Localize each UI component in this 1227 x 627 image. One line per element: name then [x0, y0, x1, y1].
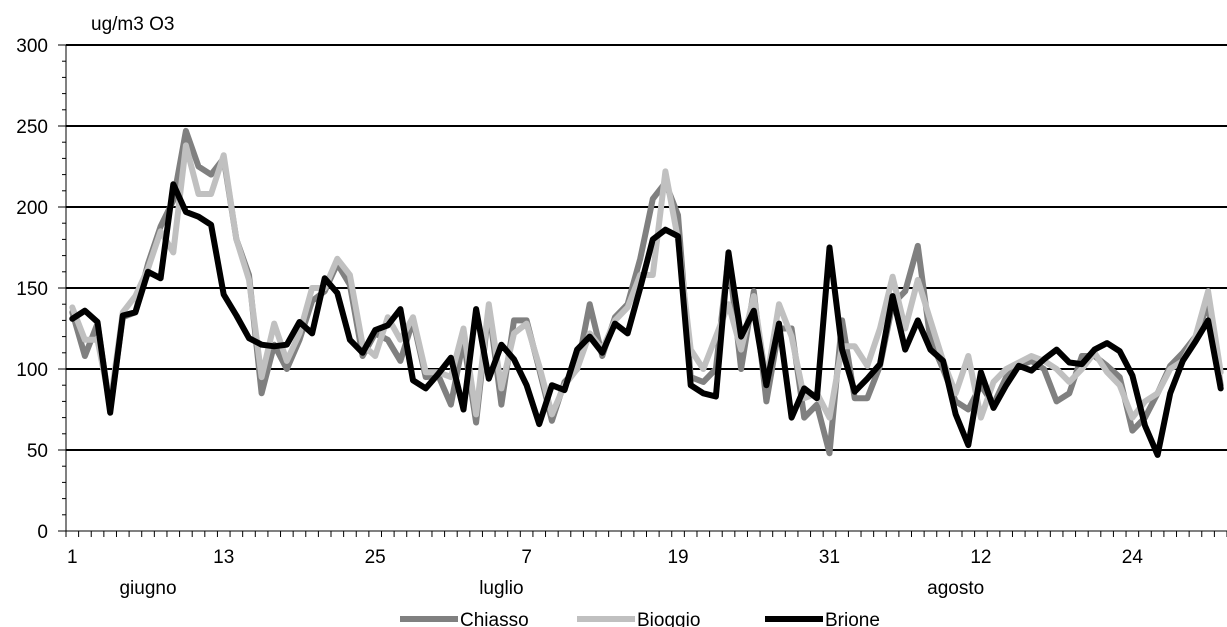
y-tick-label: 250 — [16, 117, 48, 138]
y-axis-tick-labels: 0 50 100 150 200 250 300 — [16, 36, 48, 543]
x-tick-label: 24 — [1122, 547, 1144, 568]
month-label: giugno — [119, 578, 176, 599]
y-tick-label: 50 — [27, 441, 48, 462]
y-tick-label: 150 — [16, 279, 48, 300]
y-axis-ticks — [58, 44, 66, 532]
y-tick-label: 0 — [37, 522, 48, 543]
legend: Chiasso Bioggio Brione — [400, 610, 880, 627]
legend-label-brione: Brione — [825, 610, 880, 627]
x-tick-label: 19 — [667, 547, 688, 568]
x-tick-label: 13 — [213, 547, 234, 568]
legend-label-chiasso: Chiasso — [460, 610, 529, 627]
x-tick-label: 1 — [67, 547, 78, 568]
month-label: luglio — [479, 578, 523, 599]
x-tick-label: 25 — [365, 547, 386, 568]
x-tick-label: 12 — [970, 547, 991, 568]
y-tick-label: 300 — [16, 36, 48, 57]
x-axis-ticks — [65, 531, 1227, 537]
x-tick-label: 31 — [819, 547, 840, 568]
series-line-chiasso — [69, 127, 1224, 457]
series-lines — [69, 127, 1224, 458]
legend-label-bioggio: Bioggio — [637, 610, 700, 627]
x-tick-label: 7 — [521, 547, 532, 568]
y-tick-label: 100 — [16, 360, 48, 381]
x-axis-tick-labels: 1 13 25 7 19 31 12 24 — [67, 547, 1143, 568]
series-line-brione — [69, 181, 1224, 458]
month-label: agosto — [927, 578, 984, 599]
unit-label: ug/m3 O3 — [91, 14, 174, 35]
month-labels: giugno luglio agosto — [119, 578, 984, 599]
y-tick-label: 200 — [16, 198, 48, 219]
